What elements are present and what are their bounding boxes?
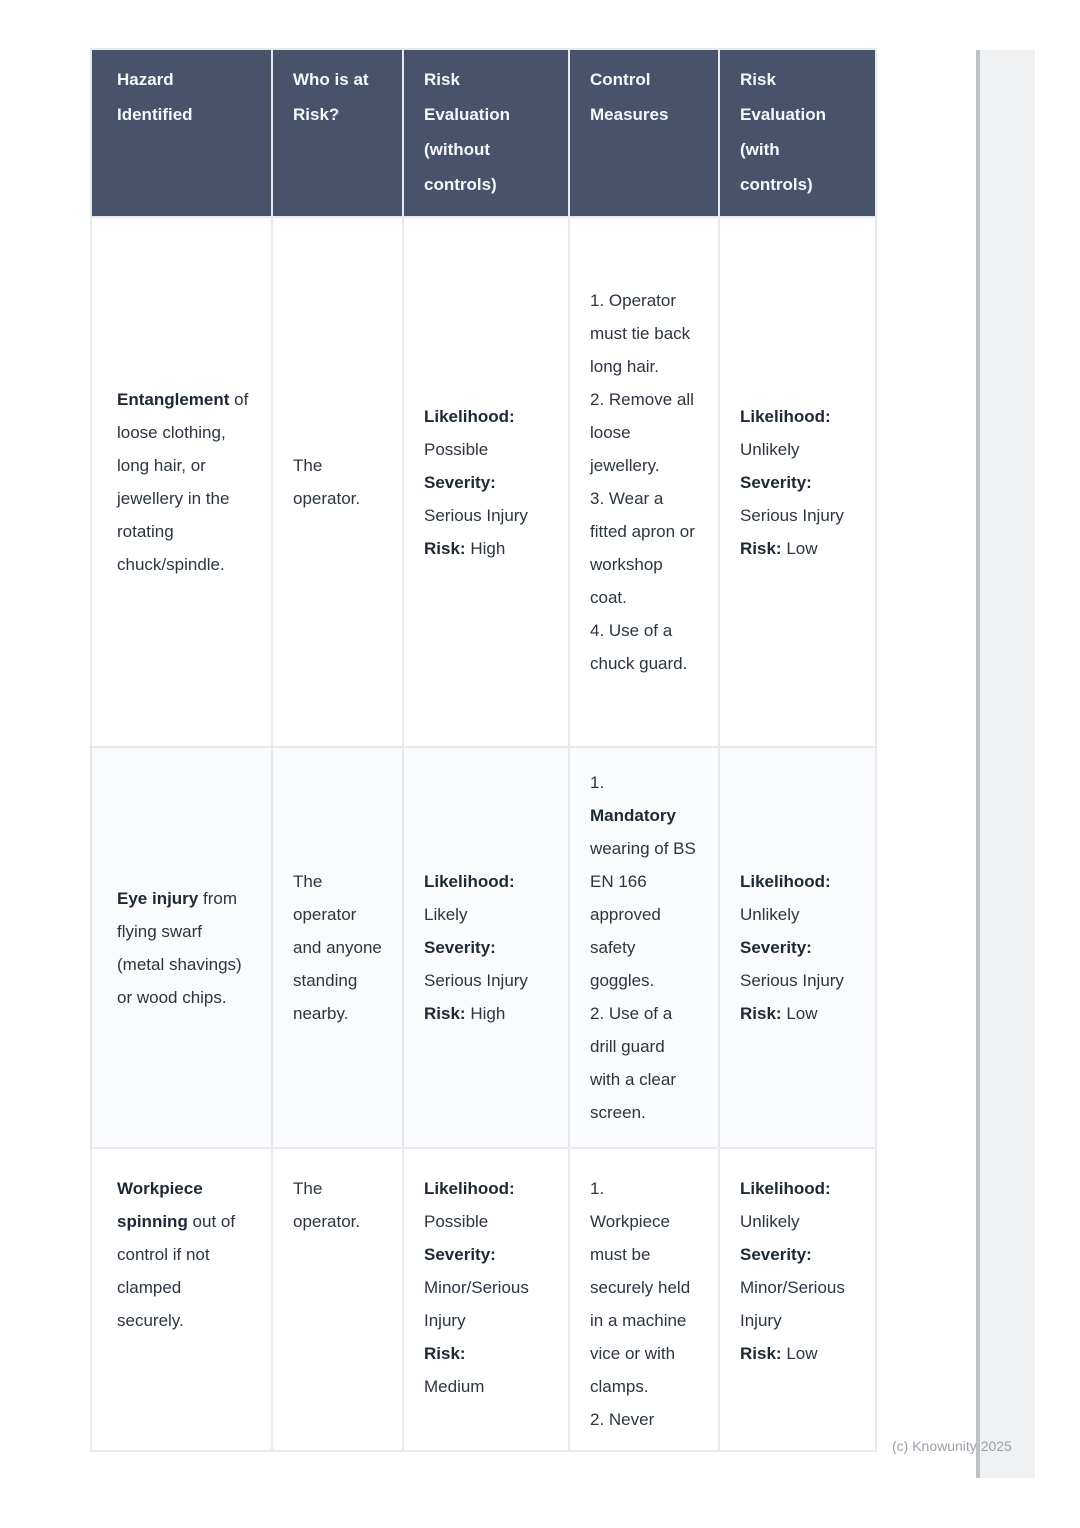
severity-label: Severity: — [740, 472, 812, 492]
severity-value: Serious Injury — [424, 505, 528, 525]
likelihood-label: Likelihood: — [424, 872, 515, 891]
watermark: (c) Knowunity 2025 — [892, 1438, 1012, 1454]
risk-assessment-table-container: Hazard Identified Who is at Risk? Risk E… — [90, 48, 877, 1476]
header-label: Risk Evaluation (without controls) — [424, 70, 510, 194]
risk-label: Risk: — [740, 1344, 782, 1363]
severity-value: Serious Injury — [740, 971, 844, 990]
risk-eval-with-cell: Likelihood: Unlikely Severity: Serious I… — [718, 216, 877, 748]
risk-eval-with-cell: Likelihood: Unlikely Severity: Serious I… — [718, 746, 877, 1149]
risk-value: Low — [786, 538, 818, 558]
risk-value: High — [470, 538, 506, 558]
who-at-risk-text: The operator. — [293, 1179, 361, 1231]
header-label: Hazard Identified — [117, 70, 193, 124]
who-at-risk-cell: The operator and anyone standing nearby. — [271, 746, 404, 1149]
control-item: 3. Wear a fitted apron or workshop coat. — [590, 489, 695, 607]
control-measures-cell: 1. Operator must tie back long hair. 2. … — [568, 216, 720, 748]
table-row: Eye injury from flying swarf (metal shav… — [90, 746, 877, 1149]
risk-eval-without-cell: Likelihood: Possible Severity: Minor/Ser… — [402, 1147, 570, 1452]
likelihood-label: Likelihood: — [424, 1179, 515, 1198]
next-page-edge — [976, 50, 1035, 1478]
who-at-risk-text: The operator and anyone standing nearby. — [293, 872, 382, 1023]
who-at-risk-cell: The operator. — [271, 216, 404, 748]
header-risk-eval-with: Risk Evaluation (with controls) — [718, 48, 877, 218]
risk-line: Risk: Low — [740, 997, 855, 1030]
hazard-title: Eye injury — [117, 888, 199, 908]
risk-eval-without-cell: Likelihood: Likely Severity: Serious Inj… — [402, 746, 570, 1149]
severity-label: Severity: — [424, 1245, 496, 1264]
control-item: 2. Remove all loose jewellery. — [590, 390, 694, 475]
header-who-at-risk: Who is at Risk? — [271, 48, 404, 218]
control-item: 2. Use of a drill guard with a clear scr… — [590, 1004, 676, 1122]
risk-line: Risk: High — [424, 532, 548, 565]
control-item-number: 1. — [590, 773, 605, 792]
hazard-description: of loose clothing, long hair, or jewelle… — [117, 390, 249, 574]
table-row: Entanglement of loose clothing, long hai… — [90, 216, 877, 748]
hazard-description: out of control if not clamped securely. — [117, 1212, 236, 1330]
likelihood-value: Unlikely — [740, 905, 800, 924]
header-hazard-identified: Hazard Identified — [90, 48, 273, 218]
control-measures-cell: 1. Workpiece must be securely held in a m… — [568, 1147, 720, 1452]
control-item-text: wearing of BS EN 166 approved safety gog… — [590, 839, 696, 990]
likelihood-value: Unlikely — [740, 439, 800, 459]
header-row: Hazard Identified Who is at Risk? Risk E… — [90, 48, 877, 218]
severity-label: Severity: — [424, 938, 496, 957]
severity-label: Severity: — [424, 472, 496, 492]
header-risk-eval-without: Risk Evaluation (without controls) — [402, 48, 570, 218]
hazard-description: from flying swarf (metal shavings) or wo… — [117, 888, 242, 1007]
table-row: Workpiece spinning out of control if not… — [90, 1147, 877, 1452]
header-label: Risk Evaluation (with controls) — [740, 70, 826, 194]
likelihood-value: Unlikely — [740, 1212, 800, 1231]
control-item-bold: Mandatory — [590, 806, 676, 825]
control-item: 1. Mandatory wearing of BS EN 166 approve… — [590, 766, 698, 997]
control-item: 1. Workpiece must be securely held in a m… — [590, 1172, 698, 1403]
header-control-measures: Control Measures — [568, 48, 720, 218]
control-measures-cell: 1. Mandatory wearing of BS EN 166 approve… — [568, 746, 720, 1149]
likelihood-label: Likelihood: — [740, 1179, 831, 1198]
likelihood-label: Likelihood: — [740, 406, 831, 426]
control-item: 1. Operator must tie back long hair. — [590, 291, 691, 376]
header-label: Who is at Risk? — [293, 70, 369, 124]
hazard-title: Entanglement — [117, 390, 230, 409]
control-item-number: 1. — [590, 1179, 605, 1198]
hazard-cell: Entanglement of loose clothing, long hai… — [90, 216, 273, 748]
who-at-risk-cell: The operator. — [271, 1147, 404, 1452]
risk-label: Risk: — [424, 1344, 466, 1363]
risk-label: Risk: — [740, 538, 782, 558]
risk-label: Risk: — [424, 1004, 466, 1023]
severity-value: Minor/Serious Injury — [740, 1278, 845, 1330]
likelihood-label: Likelihood: — [424, 406, 515, 426]
who-at-risk-text: The operator. — [293, 456, 361, 508]
risk-value: Low — [786, 1344, 818, 1363]
hazard-cell: Workpiece spinning out of control if not… — [90, 1147, 273, 1452]
severity-value: Minor/Serious Injury — [424, 1278, 529, 1330]
hazard-title: Workpiece spinning — [117, 1179, 203, 1231]
control-item: 4. Use of a chuck guard. — [590, 621, 688, 673]
risk-value: Medium — [424, 1377, 485, 1396]
hazard-cell: Eye injury from flying swarf (metal shav… — [90, 746, 273, 1149]
likelihood-value: Possible — [424, 439, 489, 459]
control-item: 2. Never — [590, 1410, 655, 1429]
likelihood-value: Possible — [424, 1212, 489, 1231]
risk-line: Risk: Low — [740, 1337, 855, 1370]
risk-line: Risk: High — [424, 997, 548, 1030]
likelihood-label: Likelihood: — [740, 872, 831, 891]
risk-label: Risk: — [424, 538, 466, 558]
risk-value: Low — [786, 1004, 818, 1023]
header-label: Control Measures — [590, 70, 669, 124]
likelihood-value: Likely — [424, 905, 468, 924]
risk-eval-with-cell: Likelihood: Unlikely Severity: Minor/Ser… — [718, 1147, 877, 1452]
severity-label: Severity: — [740, 938, 812, 957]
risk-label: Risk: — [740, 1004, 782, 1023]
severity-value: Serious Injury — [740, 505, 844, 525]
risk-line: Risk: Low — [740, 532, 855, 565]
severity-value: Serious Injury — [424, 971, 528, 990]
risk-eval-without-cell: Likelihood: Possible Severity: Serious I… — [402, 216, 570, 748]
risk-value: High — [470, 1004, 506, 1023]
control-item-text: Workpiece must be securely held in a mac… — [590, 1212, 691, 1396]
severity-label: Severity: — [740, 1245, 812, 1264]
risk-assessment-table: Hazard Identified Who is at Risk? Risk E… — [90, 48, 877, 1452]
